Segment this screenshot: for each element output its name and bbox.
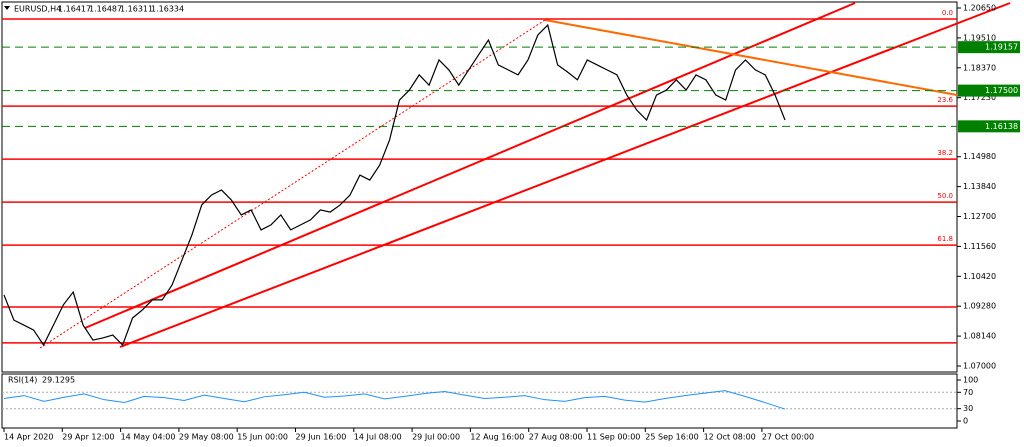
trendlines: [39, 2, 1011, 349]
price-tag: [958, 41, 1020, 54]
fib-label: 61.8: [937, 235, 953, 243]
channel-line: [119, 2, 1011, 348]
price-tag-label: 1.19157: [985, 43, 1018, 52]
symbol: EURUSD,H4: [14, 5, 61, 14]
y-tick-label: 1.07000: [963, 362, 996, 371]
x-tick-label: 14 May 04:00: [121, 433, 176, 442]
x-tick-label: 14 Apr 2020: [4, 433, 53, 442]
x-tick-label: 11 Sep 00:00: [587, 433, 640, 442]
quote-value: 1.16417: [58, 5, 91, 14]
y-tick-label: 1.19510: [963, 33, 996, 42]
price-tag-label: 1.16138: [985, 122, 1018, 131]
price-line: [3, 23, 786, 347]
x-tick-label: 14 Jul 08:00: [354, 433, 402, 442]
x-tick-label: 25 Sep 16:00: [645, 433, 698, 442]
y-tick-label: 1.18370: [963, 63, 996, 72]
y-tick-label: 1.17230: [963, 93, 996, 102]
fib-label: 23.6: [937, 96, 953, 104]
resistance-line: [544, 19, 958, 96]
y-tick-label: 1.12700: [963, 212, 996, 221]
rsi-title: RSI(14): [8, 376, 37, 385]
x-tick-label: 29 Jul 00:00: [412, 433, 460, 442]
price-tag: [958, 120, 1020, 133]
quote-value: 1.16311: [120, 5, 153, 14]
y-tick-label: 30: [963, 404, 973, 413]
y-tick-label: 1.10420: [963, 272, 996, 281]
dashed-trendline: [39, 19, 546, 349]
x-tick-label: 29 Apr 12:00: [62, 433, 114, 442]
y-tick-label: 100: [963, 376, 978, 385]
y-tick-label: 1.20650: [963, 4, 996, 13]
x-tick-label: 12 Aug 16:00: [470, 433, 524, 442]
rsi-frame: [1, 373, 958, 429]
y-tick-label: 0: [963, 417, 968, 426]
x-tick-label: 29 May 08:00: [179, 433, 234, 442]
fib-label: 38.2: [937, 149, 953, 157]
x-tick-label: 27 Aug 08:00: [529, 433, 583, 442]
y-tick-label: 1.13840: [963, 182, 996, 191]
x-tick-label: 12 Oct 08:00: [704, 433, 756, 442]
y-tick-label: 1.14980: [963, 152, 996, 161]
price-tag-label: 1.17500: [985, 86, 1018, 95]
price-tag: [958, 84, 1020, 97]
y-tick-label: 70: [963, 388, 973, 397]
rsi-line: [3, 390, 786, 410]
fib-label: 0.0: [942, 9, 953, 17]
y-tick-label: 1.09280: [963, 302, 996, 311]
fib-label: 50.0: [937, 192, 953, 200]
x-tick-label: 29 Jun 16:00: [296, 433, 347, 442]
rsi-current: 29.1295: [42, 376, 75, 385]
channel-line: [84, 2, 856, 329]
y-tick-label: 1.11560: [963, 242, 996, 251]
y-tick-label: 1.08140: [963, 332, 996, 341]
menu-arrow: [4, 6, 10, 10]
quote-value: 1.16334: [151, 5, 184, 14]
x-tick-label: 15 Jun 00:00: [237, 433, 288, 442]
quote-value: 1.16487: [89, 5, 122, 14]
x-tick-label: 27 Oct 00:00: [762, 433, 814, 442]
